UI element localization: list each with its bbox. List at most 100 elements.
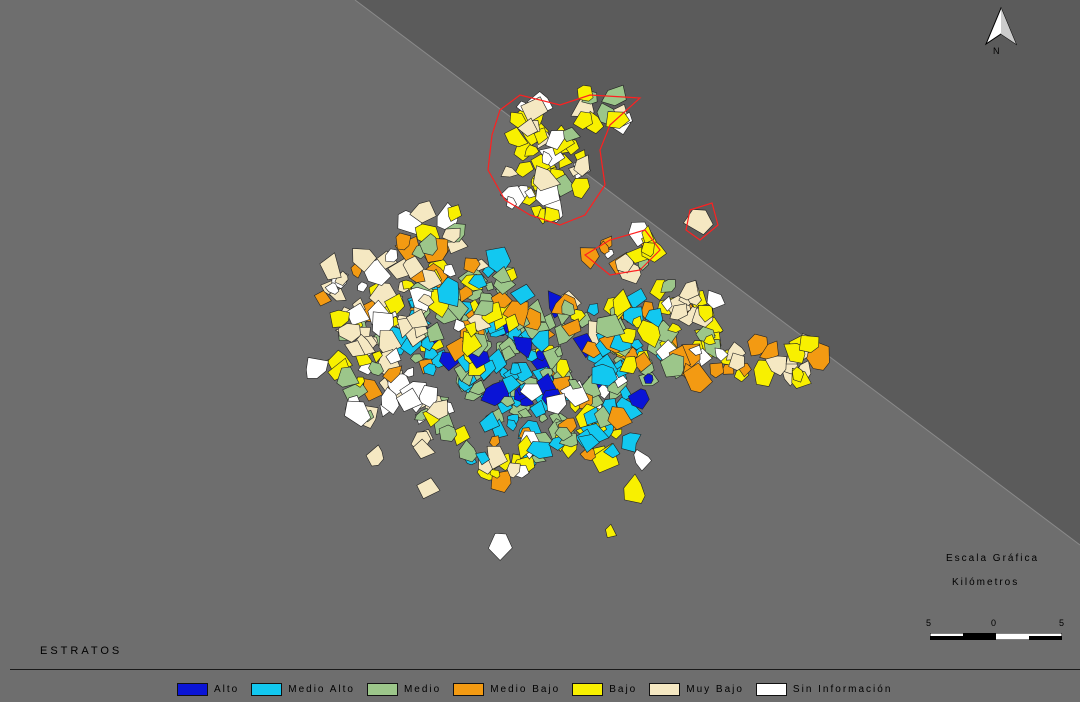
parcel-316 bbox=[489, 469, 501, 479]
parcel-529 bbox=[791, 366, 804, 383]
legend-label: Sin Información bbox=[792, 683, 893, 695]
parcel-387 bbox=[352, 248, 377, 273]
parcel-474 bbox=[504, 126, 529, 148]
parcel-565 bbox=[706, 289, 726, 310]
parcel-273 bbox=[595, 314, 626, 338]
parcel-336 bbox=[603, 442, 621, 459]
legend-swatch bbox=[649, 682, 681, 696]
parcel-357 bbox=[313, 289, 332, 307]
parcel-426 bbox=[336, 366, 360, 388]
legend-title: ESTRATOS bbox=[40, 645, 123, 657]
parcel-558 bbox=[605, 523, 618, 539]
parcel-422 bbox=[344, 400, 372, 427]
parcel-480 bbox=[520, 96, 549, 124]
parcel-296 bbox=[709, 362, 725, 379]
legend-label: Bajo bbox=[609, 683, 638, 695]
parcel-137 bbox=[529, 399, 547, 418]
parcel-232 bbox=[442, 263, 457, 278]
parcel-302 bbox=[458, 439, 478, 463]
parcel-486 bbox=[545, 130, 565, 150]
parcel-188 bbox=[453, 318, 466, 333]
parcel-228 bbox=[473, 300, 494, 317]
parcel-136 bbox=[509, 362, 522, 376]
parcel-272 bbox=[612, 288, 632, 319]
scale-units: Kilómetros bbox=[952, 577, 1020, 588]
legend-item-alto: Alto bbox=[177, 682, 240, 696]
parcel-559 bbox=[623, 473, 646, 504]
parcel-299 bbox=[714, 347, 729, 362]
parcel-223 bbox=[502, 300, 529, 328]
parcel-277 bbox=[619, 355, 638, 375]
parcel-348 bbox=[607, 406, 633, 431]
legend-item-medio-alto: Medio Alto bbox=[251, 682, 355, 696]
parcel-294 bbox=[728, 352, 745, 371]
parcel-441 bbox=[426, 399, 449, 420]
parcel-397 bbox=[357, 281, 368, 293]
parcel-295 bbox=[747, 333, 769, 357]
legend-swatch bbox=[251, 682, 283, 696]
parcel-498 bbox=[572, 111, 593, 130]
legend-item-sin-informacion: Sin Información bbox=[755, 682, 893, 696]
parcel-548 bbox=[395, 232, 412, 251]
parcel-380 bbox=[328, 287, 347, 302]
parcel-488 bbox=[532, 165, 562, 192]
parcel-227 bbox=[468, 274, 488, 289]
legend-label: Alto bbox=[214, 683, 240, 695]
north-arrow-icon bbox=[984, 6, 1018, 46]
parcel-106 bbox=[586, 303, 599, 317]
parcel-260 bbox=[667, 322, 683, 333]
parcel-133 bbox=[567, 379, 582, 390]
parcel-46 bbox=[561, 318, 582, 337]
boundary-outline-2 bbox=[685, 202, 719, 241]
parcel-78 bbox=[554, 345, 563, 358]
parcel-501 bbox=[577, 84, 594, 102]
parcel-91 bbox=[643, 373, 654, 384]
parcel-324 bbox=[479, 411, 501, 433]
legend-label: Medio Bajo bbox=[490, 683, 561, 695]
parcel-323 bbox=[486, 445, 508, 470]
parcel-45 bbox=[501, 345, 517, 362]
parcel-325 bbox=[475, 451, 491, 466]
legend-item-medio: Medio bbox=[366, 682, 442, 696]
parcel-229 bbox=[463, 257, 481, 274]
parcel-293 bbox=[659, 353, 685, 378]
parcel-537 bbox=[669, 303, 688, 321]
parcel-542 bbox=[409, 200, 437, 224]
legend-label: Medio bbox=[403, 683, 442, 695]
parcel-482 bbox=[524, 187, 537, 199]
parcel-317 bbox=[517, 434, 535, 460]
scale-tick-right: 5 bbox=[1059, 618, 1065, 628]
parcel-458 bbox=[499, 185, 526, 208]
parcel-566 bbox=[798, 334, 820, 353]
parcel-555 bbox=[365, 444, 384, 467]
parcel-518 bbox=[640, 242, 655, 258]
parcel-394 bbox=[329, 309, 350, 328]
parcel-104 bbox=[530, 329, 550, 353]
parcel-475 bbox=[570, 177, 591, 199]
strata-parcels bbox=[305, 84, 830, 561]
parcel-298 bbox=[683, 362, 713, 394]
parcel-381 bbox=[385, 248, 398, 263]
scale-tick-left: 5 bbox=[926, 618, 932, 628]
parcel-134 bbox=[519, 383, 544, 402]
parcel-225 bbox=[505, 313, 520, 333]
parcel-113 bbox=[561, 299, 576, 317]
parcel-278 bbox=[644, 307, 664, 328]
legend-item-bajo: Bajo bbox=[572, 682, 638, 696]
parcel-561 bbox=[412, 438, 436, 460]
parcel-120 bbox=[591, 363, 618, 387]
parcel-130 bbox=[545, 393, 567, 415]
parcel-461 bbox=[514, 161, 535, 178]
scale-title: Escala Gráfica bbox=[946, 553, 1040, 564]
legend-item-medio-bajo: Medio Bajo bbox=[453, 682, 561, 696]
parcel-320 bbox=[506, 462, 521, 479]
parcel-525 bbox=[764, 355, 787, 377]
parcel-562 bbox=[305, 357, 329, 379]
boundary-outline-0 bbox=[487, 94, 642, 226]
legend-swatch bbox=[755, 682, 787, 696]
parcel-297 bbox=[703, 334, 716, 346]
parcel-164 bbox=[409, 353, 424, 364]
parcel-79 bbox=[468, 379, 487, 396]
parcel-421 bbox=[380, 386, 400, 415]
